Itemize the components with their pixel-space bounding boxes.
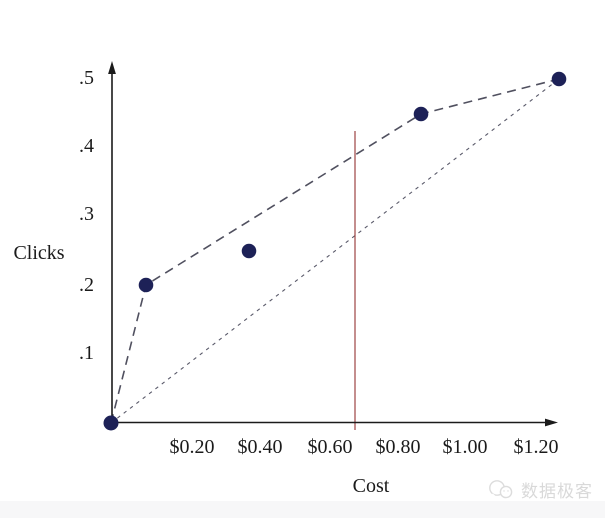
- y-axis-title: Clicks: [13, 242, 64, 264]
- watermark: 数据极客: [488, 477, 593, 502]
- data-point: [103, 415, 119, 431]
- x-tick-label: $0.60: [308, 436, 353, 458]
- y-tick-label: .4: [79, 135, 94, 157]
- data-point: [241, 243, 257, 259]
- x-tick-label: $0.80: [376, 436, 421, 458]
- x-tick-label: $1.20: [514, 436, 559, 458]
- x-tick-labels: $0.20 $0.40 $0.60 $0.80 $1.00 $1.20: [170, 436, 559, 458]
- y-axis-arrowhead: [108, 61, 116, 74]
- data-point: [551, 71, 567, 87]
- x-tick-label: $0.40: [238, 436, 283, 458]
- data-point: [138, 277, 154, 293]
- y-tick-labels: .5 .4 .3 .2 .1: [79, 67, 94, 364]
- footer-band: [0, 501, 605, 518]
- x-axis-arrowhead: [545, 418, 558, 427]
- x-tick-label: $0.20: [170, 436, 215, 458]
- x-tick-label: $1.00: [443, 436, 488, 458]
- y-tick-label: .3: [79, 203, 94, 225]
- data-points: [103, 71, 567, 431]
- chat-bubbles-icon: [488, 479, 514, 501]
- dashed-hull-line: [110, 78, 560, 424]
- x-axis-title: Cost: [353, 475, 390, 497]
- x-axis: [112, 418, 558, 427]
- y-axis: [108, 61, 116, 424]
- y-tick-label: .1: [79, 342, 94, 364]
- y-tick-label: .2: [79, 274, 94, 296]
- data-point: [413, 106, 429, 122]
- watermark-text: 数据极客: [521, 482, 593, 501]
- dotted-chord-line: [110, 78, 560, 424]
- y-tick-label: .5: [79, 67, 94, 89]
